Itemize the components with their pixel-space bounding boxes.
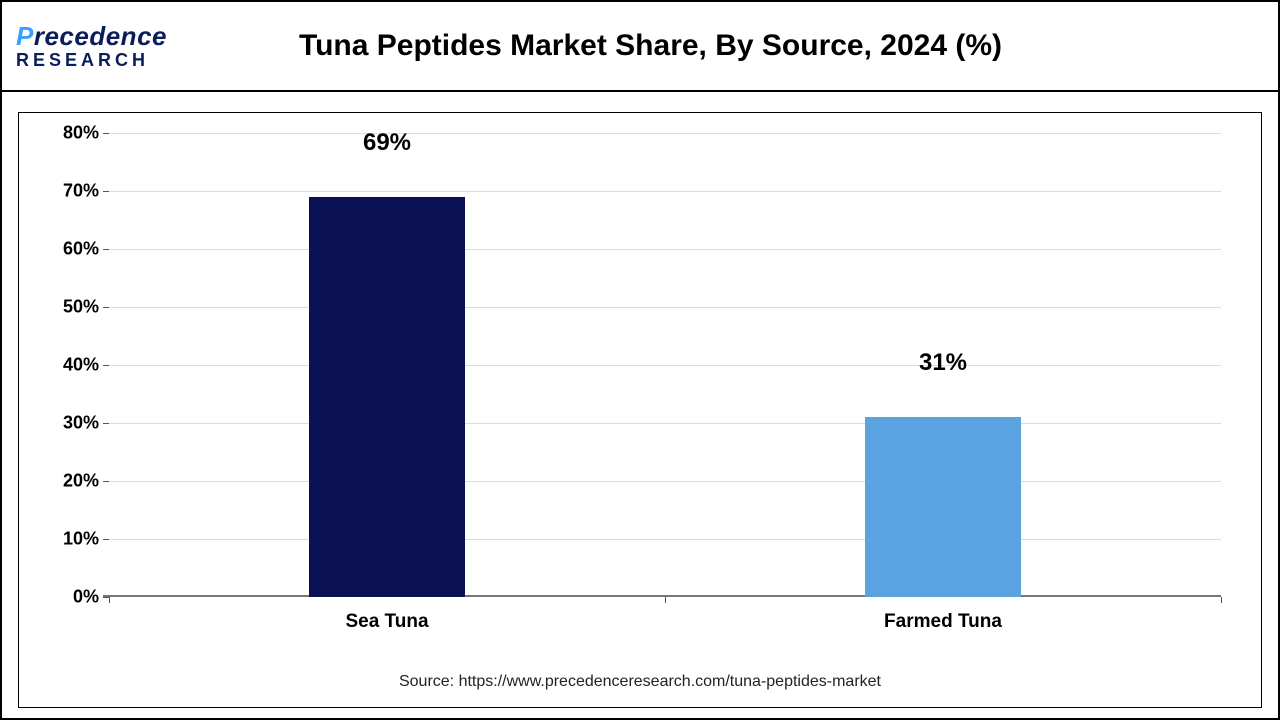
y-tick-mark	[103, 133, 109, 134]
y-tick-label: 30%	[49, 413, 99, 434]
y-tick-mark	[103, 365, 109, 366]
chart-box: 0% 10% 20% 30% 40% 50% 60% 70% 80% 69% Sea Tuna 31%…	[18, 112, 1262, 708]
y-tick-mark	[103, 423, 109, 424]
gridline	[109, 423, 1221, 424]
y-tick-label: 50%	[49, 297, 99, 318]
gridline	[109, 249, 1221, 250]
chart-title: Tuna Peptides Market Share, By Source, 2…	[187, 29, 1264, 63]
bar-value-label: 31%	[919, 349, 967, 383]
gridline	[109, 539, 1221, 540]
bar	[865, 417, 1021, 597]
gridline	[109, 191, 1221, 192]
bar-value-label: 69%	[363, 129, 411, 163]
bar	[309, 197, 465, 597]
gridline	[109, 365, 1221, 366]
x-tick-mark	[1221, 597, 1222, 603]
y-tick-label: 20%	[49, 471, 99, 492]
logo-line2: RESEARCH	[16, 51, 167, 69]
y-tick-mark	[103, 191, 109, 192]
x-axis-line	[103, 595, 1221, 597]
chart-container: Precedence RESEARCH Tuna Peptides Market…	[0, 0, 1280, 720]
category-label: Farmed Tuna	[884, 611, 1002, 633]
chart-area: 0% 10% 20% 30% 40% 50% 60% 70% 80% 69% Sea Tuna 31%…	[2, 92, 1278, 718]
x-tick-mark	[109, 597, 110, 603]
y-tick-label: 40%	[49, 355, 99, 376]
y-tick-label: 10%	[49, 529, 99, 550]
category-label: Sea Tuna	[345, 611, 428, 633]
y-tick-label: 80%	[49, 123, 99, 144]
y-tick-mark	[103, 249, 109, 250]
y-tick-mark	[103, 307, 109, 308]
logo-line1: Precedence	[16, 23, 167, 49]
plot-area: 0%10%20%30%40%50%60%70%80%69%Sea Tuna31%…	[109, 133, 1221, 597]
y-tick-label: 0%	[49, 587, 99, 608]
gridline	[109, 481, 1221, 482]
logo-accent-letter: P	[16, 21, 34, 51]
logo-rest: recedence	[34, 21, 167, 51]
y-tick-mark	[103, 481, 109, 482]
header: Precedence RESEARCH Tuna Peptides Market…	[2, 2, 1278, 92]
gridline	[109, 133, 1221, 134]
y-tick-label: 60%	[49, 239, 99, 260]
y-tick-label: 70%	[49, 181, 99, 202]
brand-logo: Precedence RESEARCH	[16, 23, 167, 69]
gridline	[109, 307, 1221, 308]
y-tick-mark	[103, 539, 109, 540]
x-tick-mark	[665, 597, 666, 603]
source-text: Source: https://www.precedenceresearch.c…	[19, 673, 1261, 691]
